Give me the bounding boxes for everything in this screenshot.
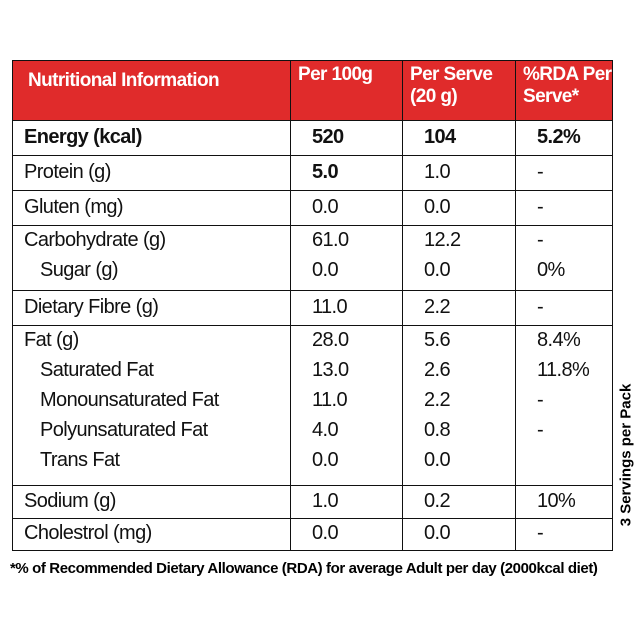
nutrient-value: 0.0 — [424, 449, 451, 471]
nutrient-value: 2.2 — [424, 295, 451, 318]
nutrient-value: 5.2% — [537, 125, 581, 148]
table-cell — [290, 518, 403, 551]
table-cell — [515, 290, 613, 326]
nutrient-name: Protein (g) — [24, 160, 111, 183]
nutrient-name: Sugar (g) — [40, 259, 119, 281]
table-cell — [290, 155, 403, 191]
nutrient-value: 11.8% — [537, 359, 590, 381]
table-cell — [515, 518, 613, 551]
nutrient-value: 61.0 — [312, 229, 349, 251]
nutrient-value: 8.4% — [537, 329, 581, 351]
nutrient-name: Polyunsaturated Fat — [40, 419, 208, 441]
nutrient-name: Trans Fat — [40, 449, 120, 471]
header-cell — [515, 60, 613, 121]
header-text: (20 g) — [410, 86, 458, 107]
table-cell — [402, 325, 516, 486]
nutrient-name: Dietary Fibre (g) — [24, 295, 159, 318]
header-cell — [12, 60, 291, 121]
nutrient-value: 1.0 — [424, 160, 451, 183]
table-cell — [402, 155, 516, 191]
nutrient-value: 0.0 — [312, 259, 339, 281]
nutrient-value: - — [537, 389, 544, 411]
nutrient-value: 2.6 — [424, 359, 451, 381]
nutrient-value: 0.2 — [424, 489, 451, 512]
nutrient-value: 0% — [537, 259, 565, 281]
header-cell — [290, 60, 403, 121]
nutrient-value: 0.0 — [312, 522, 339, 544]
nutrient-value: 0.0 — [424, 259, 451, 281]
table-cell — [290, 120, 403, 156]
nutrient-value: - — [537, 419, 544, 441]
nutrient-value: 104 — [424, 125, 456, 148]
nutrient-name: Carbohydrate (g) — [24, 229, 166, 251]
nutrient-value: - — [537, 160, 544, 183]
nutrient-value: 12.2 — [424, 229, 461, 251]
nutrient-value: 1.0 — [312, 489, 339, 512]
side-note: 3 Servings per Pack — [617, 383, 635, 527]
nutrient-name: Cholestrol (mg) — [24, 522, 152, 544]
header-text: Per Serve — [410, 64, 493, 85]
nutrient-value: 0.0 — [312, 195, 339, 218]
table-cell — [402, 190, 516, 226]
table-cell — [402, 485, 516, 519]
nutrient-value: - — [537, 522, 544, 544]
footnote: *% of Recommended Dietary Allowance (RDA… — [10, 560, 598, 577]
header-text: Per 100g — [298, 64, 373, 85]
table-cell — [290, 190, 403, 226]
table-cell — [515, 155, 613, 191]
nutrient-value: - — [537, 295, 544, 318]
nutrient-value: 0.8 — [424, 419, 451, 441]
nutrient-value: 5.6 — [424, 329, 451, 351]
table-cell — [290, 485, 403, 519]
nutrient-value: 5.0 — [312, 160, 339, 183]
nutrient-value: 0.0 — [424, 195, 451, 218]
table-cell — [402, 290, 516, 326]
nutrient-value: - — [537, 229, 544, 251]
header-text: %RDA Per — [523, 64, 612, 85]
nutrient-value: 13.0 — [312, 359, 349, 381]
nutrient-name: Monounsaturated Fat — [40, 389, 219, 411]
nutrient-value: 2.2 — [424, 389, 451, 411]
nutrient-value: 0.0 — [312, 449, 339, 471]
table-cell — [402, 120, 516, 156]
nutrient-name: Fat (g) — [24, 329, 79, 351]
nutrient-name: Energy (kcal) — [24, 125, 142, 148]
nutrient-value: 28.0 — [312, 329, 349, 351]
nutrient-value: 11.0 — [312, 295, 348, 318]
header-text: Serve* — [523, 86, 579, 107]
nutrient-value: 0.0 — [424, 522, 451, 544]
table-cell — [515, 190, 613, 226]
table-cell — [402, 518, 516, 551]
nutrient-name: Gluten (mg) — [24, 195, 124, 218]
nutrient-value: 10% — [537, 489, 576, 512]
nutrient-value: 11.0 — [312, 389, 348, 411]
nutrient-value: - — [537, 195, 544, 218]
nutrient-value: 520 — [312, 125, 344, 148]
nutrient-name: Saturated Fat — [40, 359, 154, 381]
nutrient-value: 4.0 — [312, 419, 339, 441]
header-text: Nutritional Information — [28, 70, 220, 91]
nutrient-name: Sodium (g) — [24, 489, 116, 512]
